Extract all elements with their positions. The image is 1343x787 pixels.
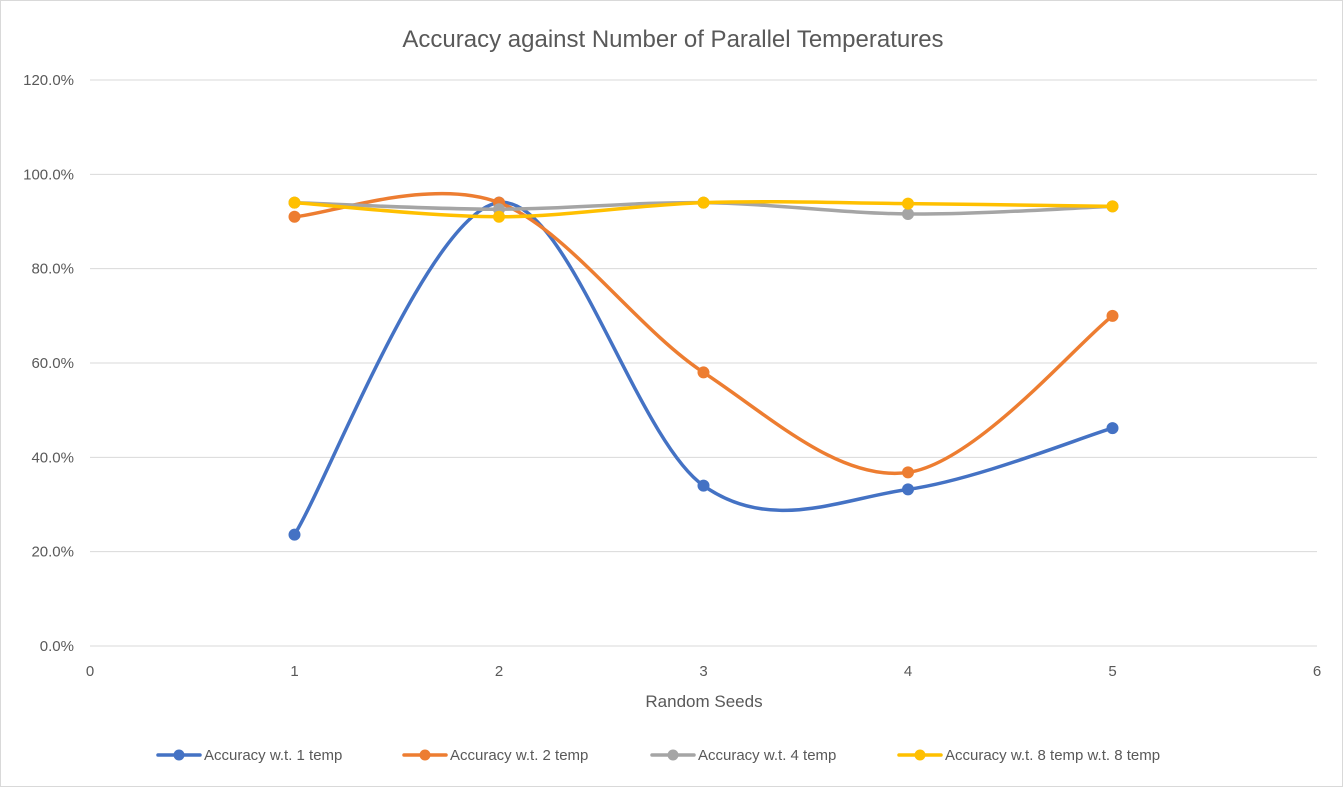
data-point	[697, 479, 710, 492]
series-4	[288, 196, 1119, 223]
series-2	[288, 191, 1119, 479]
x-axis: 0 1 2 3 4 5 6	[86, 663, 1321, 680]
gridlines	[90, 79, 1317, 647]
legend-swatch-marker	[173, 749, 185, 761]
data-point	[902, 466, 914, 479]
y-tick-label: 100.0%	[23, 166, 74, 183]
y-tick-label: 120.0%	[23, 72, 74, 89]
x-tick-label: 6	[1313, 663, 1321, 680]
data-point	[902, 207, 914, 220]
legend-swatch-marker	[419, 749, 431, 761]
legend-item: Accuracy w.t. 2 temp	[402, 747, 588, 764]
data-point	[288, 528, 301, 541]
data-point	[697, 196, 710, 209]
y-tick-label: 20.0%	[31, 544, 74, 561]
legend-swatch-marker	[914, 749, 926, 761]
legend-item: Accuracy w.t. 1 temp	[156, 747, 342, 764]
legend-item: Accuracy w.t. 4 temp	[650, 747, 836, 764]
x-tick-label: 3	[699, 663, 707, 680]
y-tick-label: 60.0%	[31, 355, 74, 372]
data-point	[902, 483, 914, 496]
data-point	[1106, 422, 1119, 435]
data-point	[493, 210, 505, 223]
x-tick-label: 4	[904, 663, 912, 680]
legend-label: Accuracy w.t. 1 temp	[204, 747, 342, 764]
data-point	[288, 210, 301, 223]
x-tick-label: 5	[1108, 663, 1116, 680]
series-group	[288, 191, 1119, 541]
series-line	[292, 200, 1115, 537]
legend-swatch-marker	[667, 749, 679, 761]
data-point	[697, 366, 710, 379]
chart-title: Accuracy against Number of Parallel Temp…	[402, 26, 943, 53]
x-tick-label: 2	[495, 663, 503, 680]
y-tick-label: 0.0%	[40, 638, 74, 655]
data-point	[902, 197, 914, 210]
legend-label: Accuracy w.t. 4 temp	[698, 747, 836, 764]
data-point	[288, 196, 301, 209]
x-tick-label: 0	[86, 663, 94, 680]
legend-item: Accuracy w.t. 8 temp w.t. 8 temp	[897, 747, 1160, 764]
legend: Accuracy w.t. 1 temp Accuracy w.t. 2 temp…	[156, 747, 1160, 764]
y-tick-label: 40.0%	[31, 449, 74, 466]
y-tick-label: 80.0%	[31, 261, 74, 278]
legend-label: Accuracy w.t. 8 temp w.t. 8 temp	[945, 747, 1160, 764]
x-tick-label: 1	[290, 663, 298, 680]
legend-label: Accuracy w.t. 2 temp	[450, 747, 588, 764]
data-point	[1106, 309, 1119, 322]
series-line	[292, 191, 1115, 476]
x-axis-title: Random Seeds	[645, 692, 762, 711]
y-axis: 0.0% 20.0% 40.0% 60.0% 80.0% 100.0% 120.0%	[23, 72, 74, 655]
data-point	[1106, 200, 1119, 213]
